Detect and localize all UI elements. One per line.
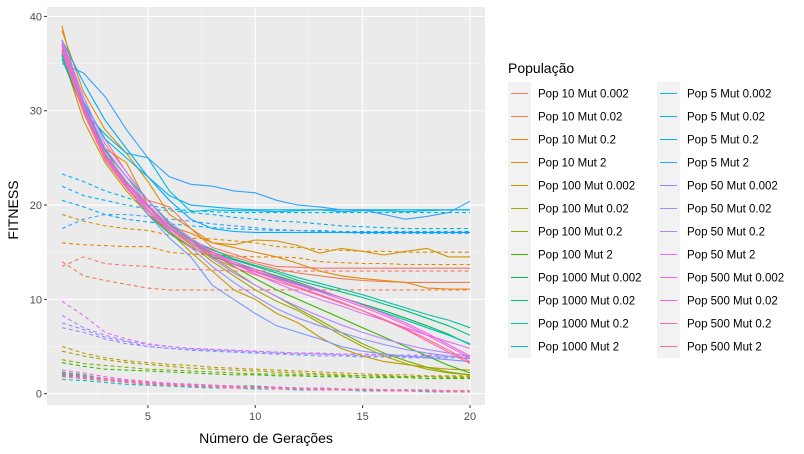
legend-label: Pop 1000 Mut 0.2: [538, 319, 629, 331]
series-mean-pop-10-mut-0-002: [61, 256, 470, 272]
x-tick-label: 5: [145, 411, 151, 423]
legend-label: Pop 500 Mut 2: [687, 342, 762, 354]
series-mean-pop-10-mut-0-02: [61, 261, 470, 291]
x-axis-title: Número de Gerações: [199, 430, 333, 446]
series-best-pop-5-mut-0-2: [61, 39, 470, 233]
y-tick-label: 10: [30, 294, 42, 306]
series-best-pop-500-mut-0-02: [61, 44, 471, 357]
legend-label: Pop 10 Mut 0.002: [538, 89, 629, 101]
series-mean-pop-100-mut-0-2: [61, 359, 470, 379]
series-mean-pop-50-mut-2: [61, 300, 470, 357]
series-best-pop-5-mut-0-02: [61, 44, 470, 211]
legend-label: Pop 50 Mut 0.2: [687, 227, 765, 239]
series-best-pop-10-mut-2: [61, 30, 470, 258]
series-mean-pop-50-mut-0-002: [61, 322, 470, 359]
legend: População Pop 10 Mut 0.002 Pop 10 Mut 0.0…: [508, 60, 784, 358]
legend-label: Pop 100 Mut 2: [538, 250, 613, 262]
legend-label: Pop 5 Mut 0.2: [687, 135, 759, 147]
x-tick-label: 15: [356, 411, 368, 423]
legend-label: Pop 500 Mut 0.02: [687, 296, 778, 308]
legend-label: Pop 10 Mut 0.02: [538, 112, 622, 124]
legend-label: Pop 1000 Mut 0.02: [538, 296, 635, 308]
series-mean-pop-5-mut-2: [61, 213, 470, 234]
series-best-pop-5-mut-2: [61, 63, 471, 220]
legend-label: Pop 10 Mut 2: [538, 158, 606, 170]
plot-background: [47, 7, 485, 405]
series-best-pop-500-mut-0-2: [61, 46, 471, 364]
y-tick-label: 40: [30, 11, 42, 23]
y-tick-label: 30: [30, 106, 42, 118]
legend-label: Pop 5 Mut 2: [687, 158, 749, 170]
legend-label: Pop 100 Mut 0.02: [538, 204, 629, 216]
series-best-pop-100-mut-0-002: [61, 54, 471, 371]
series-mean-pop-5-mut-0-002: [61, 173, 470, 214]
series-mean-pop-500-mut-2: [61, 376, 470, 393]
series-best-pop-500-mut-0-002: [61, 49, 471, 359]
series-mean-pop-5-mut-0-2: [61, 199, 470, 233]
series-mean-pop-100-mut-2: [61, 362, 470, 380]
legend-label: Pop 500 Mut 0.2: [687, 319, 771, 331]
y-tick-label: 0: [36, 389, 42, 401]
series-mean-pop-10-mut-0-2: [61, 242, 470, 266]
series-mean-pop-100-mut-0-02: [61, 350, 470, 378]
plot-panel: [47, 7, 485, 405]
legend-label: Pop 5 Mut 0.02: [687, 112, 765, 124]
series-best-pop-500-mut-2: [61, 51, 471, 363]
series-mean-pop-5-mut-0-02: [61, 185, 470, 230]
series-lines: [61, 25, 471, 393]
axes: 0 10 20 30 40 5 10 15 20: [30, 11, 476, 423]
series-best-pop-10-mut-0-2: [61, 25, 470, 290]
legend-label: Pop 5 Mut 0.002: [687, 89, 771, 101]
y-tick-label: 20: [30, 200, 42, 212]
legend-label: Pop 1000 Mut 0.002: [538, 273, 642, 285]
x-tick-label: 10: [249, 411, 261, 423]
series-mean-pop-50-mut-0-02: [61, 327, 470, 358]
legend-label: Pop 50 Mut 0.002: [687, 181, 778, 193]
legend-label: Pop 10 Mut 0.2: [538, 135, 616, 147]
legend-label: Pop 500 Mut 0.002: [687, 273, 784, 285]
series-best-pop-50-mut-0-2: [61, 42, 471, 357]
legend-label: Pop 50 Mut 2: [687, 250, 755, 262]
x-tick-label: 20: [464, 411, 476, 423]
legend-title: População: [508, 60, 574, 76]
legend-label: Pop 100 Mut 0.2: [538, 227, 622, 239]
y-axis-title: FITNESS: [5, 180, 21, 239]
legend-label: Pop 50 Mut 0.02: [687, 204, 771, 216]
series-mean-pop-100-mut-0-002: [61, 345, 470, 377]
legend-label: Pop 1000 Mut 2: [538, 342, 619, 354]
legend-label: Pop 100 Mut 0.002: [538, 181, 635, 193]
